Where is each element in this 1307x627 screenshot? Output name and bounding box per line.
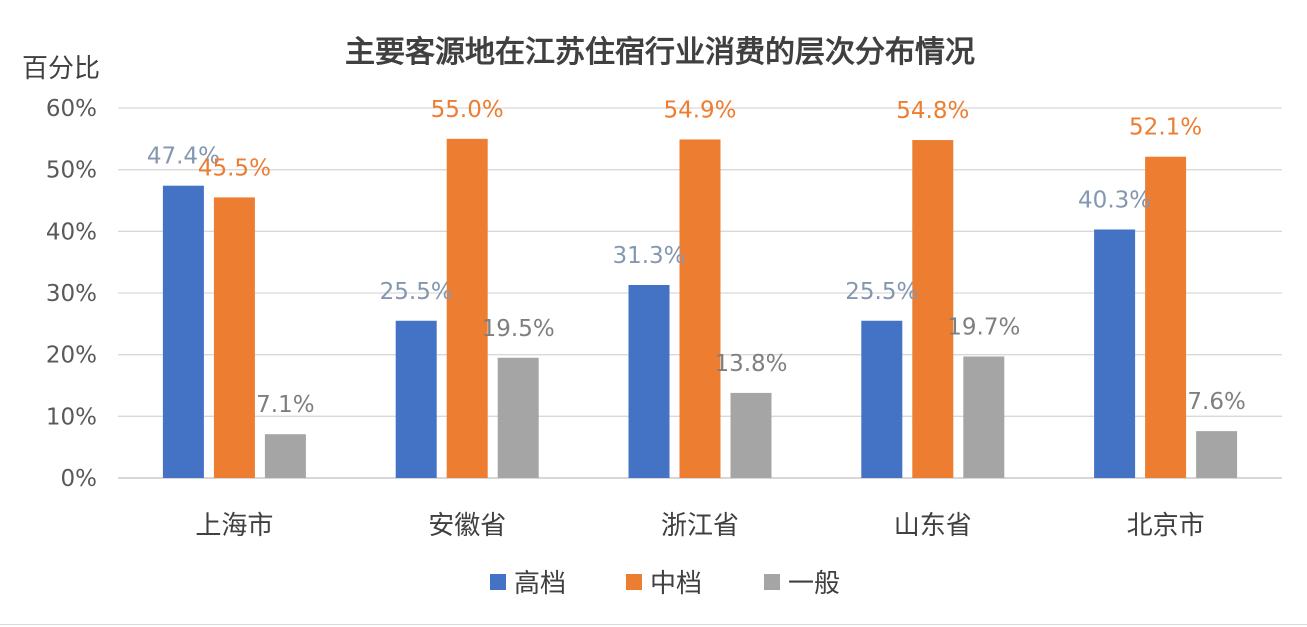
- y-tick-label: 50%: [46, 158, 97, 184]
- data-label: 40.3%: [1078, 187, 1151, 213]
- legend-swatch: [490, 574, 506, 590]
- legend: 高档 中档 一般: [490, 569, 840, 599]
- y-axis-ticks: 0% 10% 20% 30% 40% 50% 60%: [46, 96, 97, 492]
- x-category-label: 安徽省: [428, 511, 506, 541]
- bar-一般: [265, 434, 306, 478]
- data-label: 54.9%: [663, 97, 736, 123]
- y-tick-label: 40%: [46, 219, 97, 245]
- legend-swatch: [764, 574, 780, 590]
- x-category-label: 上海市: [195, 511, 273, 541]
- bar-中档: [680, 139, 721, 478]
- data-label: 31.3%: [612, 243, 685, 269]
- y-tick-label: 10%: [46, 404, 97, 430]
- data-label: 25.5%: [845, 279, 918, 305]
- bar-高档: [1094, 229, 1135, 478]
- bars: [163, 139, 1237, 478]
- bar-一般: [731, 393, 772, 478]
- bar-中档: [912, 140, 953, 478]
- legend-label: 中档: [650, 569, 702, 599]
- data-label: 25.5%: [380, 279, 453, 305]
- bar-中档: [447, 139, 488, 478]
- data-label: 54.8%: [896, 98, 969, 124]
- bar-高档: [629, 285, 670, 478]
- bar-中档: [1145, 157, 1186, 478]
- data-label: 13.8%: [714, 351, 787, 377]
- legend-swatch: [626, 574, 642, 590]
- x-axis-categories: 上海市 安徽省 浙江省 山东省 北京市: [195, 511, 1204, 541]
- bar-一般: [963, 357, 1004, 478]
- bar-高档: [396, 321, 437, 478]
- bottom-border: [0, 624, 1307, 625]
- legend-label: 一般: [788, 569, 840, 599]
- x-category-label: 北京市: [1127, 511, 1205, 541]
- data-label: 52.1%: [1129, 115, 1202, 141]
- chart-title: 主要客源地在江苏住宿行业消费的层次分布情况: [345, 35, 975, 70]
- legend-label: 高档: [514, 569, 566, 599]
- data-label: 45.5%: [198, 155, 271, 181]
- bar-高档: [163, 186, 204, 478]
- bar-中档: [214, 197, 255, 478]
- x-category-label: 浙江省: [661, 511, 739, 541]
- data-label: 55.0%: [431, 97, 504, 123]
- y-axis-label: 百分比: [22, 54, 100, 84]
- y-tick-label: 20%: [46, 343, 97, 369]
- data-label: 19.7%: [947, 315, 1020, 341]
- y-tick-label: 60%: [46, 96, 97, 122]
- bar-一般: [498, 358, 539, 478]
- data-label: 7.1%: [256, 392, 314, 418]
- bar-高档: [861, 321, 902, 478]
- y-tick-label: 0%: [61, 466, 98, 492]
- data-label: 7.6%: [1187, 389, 1245, 415]
- y-tick-label: 30%: [46, 281, 97, 307]
- data-label: 19.5%: [482, 316, 555, 342]
- x-category-label: 山东省: [894, 511, 972, 541]
- bar-一般: [1196, 431, 1237, 478]
